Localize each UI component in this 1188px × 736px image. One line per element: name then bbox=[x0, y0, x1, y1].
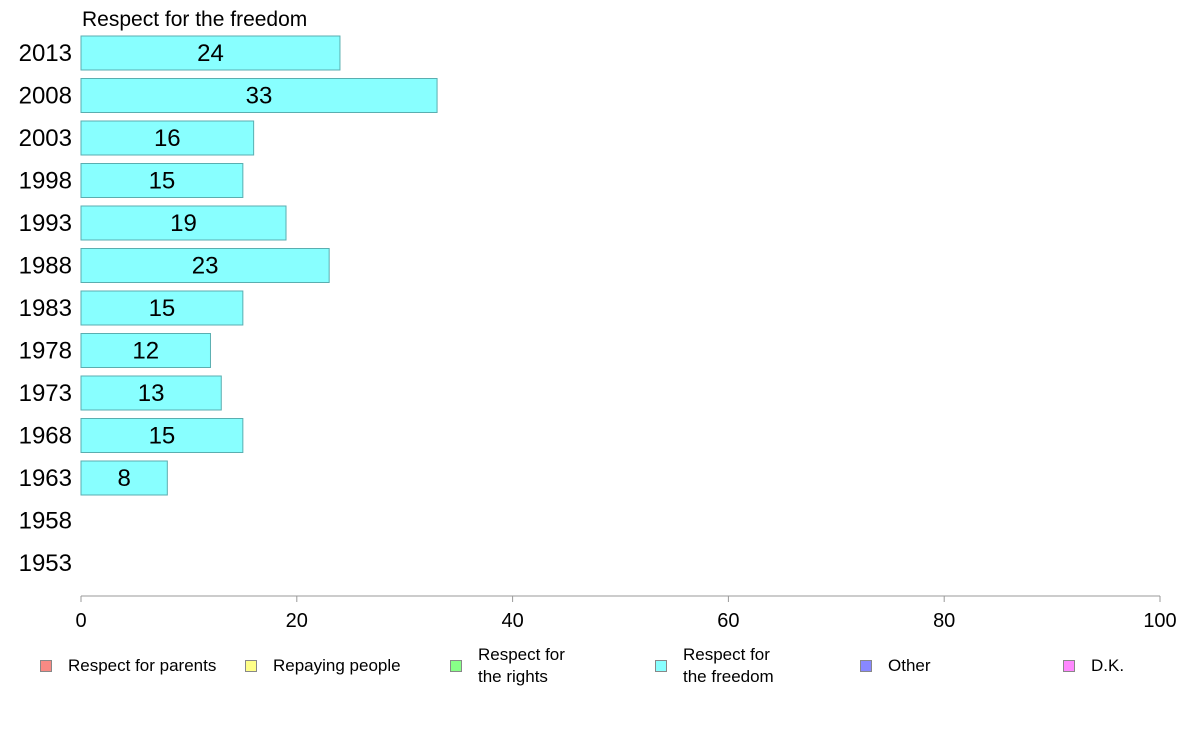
bar bbox=[80, 120, 255, 156]
bar bbox=[80, 460, 168, 496]
bar-value-label: 15 bbox=[149, 295, 176, 322]
bar-value-label: 16 bbox=[154, 125, 181, 152]
legend-label: Respect for the freedom bbox=[683, 645, 774, 686]
chart-title: Respect for the freedom bbox=[82, 8, 307, 31]
legend-swatch bbox=[860, 660, 872, 672]
bar bbox=[80, 35, 341, 71]
bar bbox=[80, 163, 244, 198]
x-tick-label: 20 bbox=[286, 610, 308, 632]
y-tick-label: 2008 bbox=[19, 83, 72, 110]
legend-item-dk: D.K. bbox=[1063, 644, 1124, 688]
legend: Respect for parents Repaying people Resp… bbox=[0, 644, 1188, 694]
y-tick-label: 1963 bbox=[19, 465, 72, 492]
bar-value-label: 12 bbox=[132, 338, 159, 365]
legend-label: Respect for the rights bbox=[478, 645, 565, 686]
x-tick-label: 100 bbox=[1143, 610, 1176, 632]
x-tick-label: 60 bbox=[717, 610, 739, 632]
legend-label: Respect for parents bbox=[68, 656, 217, 675]
y-tick-label: 1953 bbox=[19, 550, 72, 577]
bar-value-label: 33 bbox=[246, 83, 273, 110]
legend-label: Repaying people bbox=[273, 656, 401, 675]
x-axis: 0 20 40 60 80 100 bbox=[75, 595, 1177, 632]
y-axis-labels: 2013 2008 2003 1998 1993 1988 1983 1978 1973 1968… bbox=[19, 40, 72, 577]
legend-swatch bbox=[450, 660, 462, 672]
bar bbox=[80, 418, 244, 453]
legend-item-respect-for-the-freedom: Respect for the freedom bbox=[655, 644, 774, 688]
bar bbox=[80, 205, 287, 241]
legend-swatch bbox=[655, 660, 667, 672]
bar bbox=[80, 333, 211, 368]
y-tick-label: 1988 bbox=[19, 253, 72, 280]
legend-label: Other bbox=[888, 656, 931, 675]
bar-value-label: 15 bbox=[149, 423, 176, 450]
y-tick-label: 1993 bbox=[19, 210, 72, 237]
bar-value-label: 19 bbox=[170, 210, 197, 237]
y-tick-label: 2003 bbox=[19, 125, 72, 152]
x-tick-label: 0 bbox=[75, 610, 86, 632]
legend-item-repaying-people: Repaying people bbox=[245, 644, 401, 688]
bar-value-label: 13 bbox=[138, 380, 165, 407]
y-tick-label: 2013 bbox=[19, 40, 72, 67]
y-tick-label: 1958 bbox=[19, 508, 72, 535]
x-tick-label: 40 bbox=[501, 610, 523, 632]
bar bbox=[80, 290, 244, 326]
legend-label: D.K. bbox=[1091, 656, 1125, 675]
legend-item-other: Other bbox=[860, 644, 931, 688]
legend-swatch bbox=[1063, 660, 1075, 672]
y-tick-label: 1983 bbox=[19, 295, 72, 322]
y-tick-label: 1978 bbox=[19, 338, 72, 365]
bar bbox=[80, 375, 222, 411]
bars-group: 24 33 16 15 19 23 15 12 13 15 8 bbox=[80, 35, 438, 496]
x-tick-label: 80 bbox=[933, 610, 955, 632]
bar bbox=[80, 78, 438, 113]
bar-value-label: 24 bbox=[197, 40, 224, 67]
bar-chart: Respect for the freedom 24 33 16 15 19 23 15 12… bbox=[19, 8, 1177, 632]
bar-value-label: 8 bbox=[117, 465, 130, 492]
bar bbox=[80, 248, 330, 283]
bar-value-label: 15 bbox=[149, 168, 176, 195]
y-tick-label: 1973 bbox=[19, 380, 72, 407]
y-tick-label: 1968 bbox=[19, 423, 72, 450]
bar-value-label: 23 bbox=[192, 253, 219, 280]
legend-item-respect-for-the-rights: Respect for the rights bbox=[450, 644, 565, 688]
legend-item-respect-for-parents: Respect for parents bbox=[40, 644, 216, 688]
y-tick-label: 1998 bbox=[19, 168, 72, 195]
legend-swatch bbox=[40, 660, 52, 672]
legend-swatch bbox=[245, 660, 257, 672]
